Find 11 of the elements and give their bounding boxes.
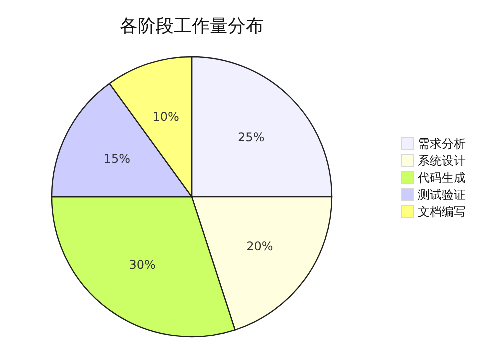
legend-label: 系统设计 [418, 152, 466, 168]
chart-title: 各阶段工作量分布 [120, 16, 264, 37]
slice-label: 需求分析 [418, 136, 466, 152]
legend-label: 文档编写 [418, 204, 466, 220]
data-label: 25% [238, 130, 265, 145]
data-label: 10% [152, 110, 180, 124]
data-label: 30% [129, 258, 156, 272]
data-label: 15% [104, 152, 130, 166]
legend-label: 代码生成 [418, 170, 466, 186]
legend-label: 测试验证 [418, 186, 466, 202]
data-label: 20% [246, 239, 274, 254]
